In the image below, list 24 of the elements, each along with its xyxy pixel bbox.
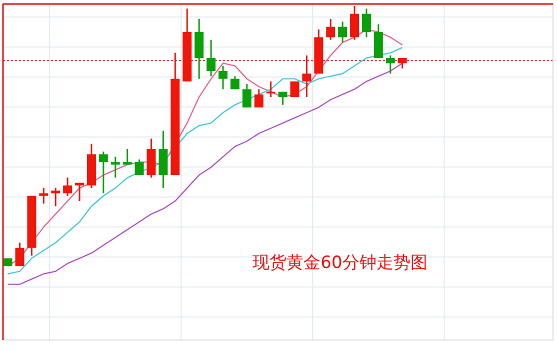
candlestick (134, 158, 144, 176)
candlestick (122, 148, 132, 166)
candlestick (230, 75, 240, 90)
annotation: 现货黄金60分钟走势图 (252, 253, 428, 273)
candlestick (302, 54, 312, 98)
candlestick (75, 182, 84, 202)
candlestick (386, 54, 395, 74)
candlestick (51, 187, 60, 208)
candlestick (278, 91, 288, 106)
candlestick (63, 176, 72, 197)
candlestick (350, 5, 360, 41)
candlestick (98, 150, 108, 194)
candlestick (338, 20, 348, 44)
candlestick (206, 39, 216, 77)
candlestick (326, 18, 336, 41)
candlestick (15, 242, 24, 267)
candlestick (398, 57, 407, 70)
candlestick (362, 8, 371, 38)
candlestick (242, 83, 252, 108)
candlestick (39, 187, 48, 204)
candlestick (218, 65, 228, 90)
candlestick (266, 80, 276, 98)
candlestick (110, 156, 120, 178)
candlestick (254, 88, 264, 108)
